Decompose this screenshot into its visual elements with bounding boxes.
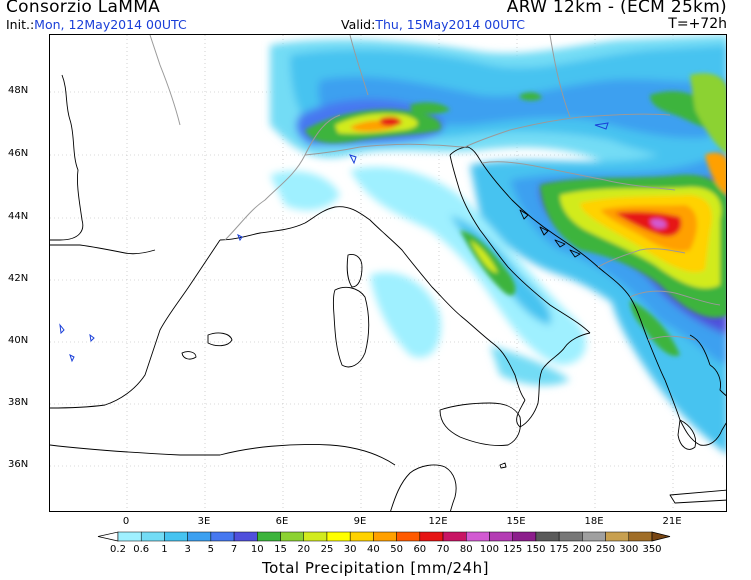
init-value: Mon, 12May2014 00UTC <box>34 17 187 32</box>
lat-label: 44N <box>8 211 29 222</box>
colorbar-tick-label: 0.2 <box>110 544 126 555</box>
colorbar-segment <box>210 531 235 542</box>
colorbar-segment <box>628 531 653 542</box>
valid-time: Valid:Thu, 15May2014 00UTC <box>341 17 525 32</box>
colorbar-tick-label: 200 <box>572 544 592 555</box>
lon-label: 12E <box>428 516 448 527</box>
colorbar-segment <box>117 531 142 542</box>
precipitation-legend: 0.2 0.6 1 3 5 7 10 15 20 25 30 40 50 60 70 80 100 125 150 1… <box>0 530 751 580</box>
colorbar-segment <box>466 531 490 542</box>
model-title: ARW 12km - (ECM 25km) <box>506 0 727 17</box>
lat-label: 40N <box>8 335 29 346</box>
colorbar-tick-label: 175 <box>549 544 569 555</box>
lat-label: 46N <box>8 148 29 159</box>
colorbar-segment <box>373 531 397 542</box>
colorbar-tick-label: 50 <box>390 544 403 555</box>
colorbar-segment <box>280 531 304 542</box>
colorbar-tick-label: 25 <box>320 544 334 555</box>
colorbar-segment <box>326 531 351 542</box>
colorbar-segment <box>97 531 119 542</box>
valid-value: Thu, 15May2014 00UTC <box>375 17 525 32</box>
colorbar-segment <box>651 531 671 542</box>
lon-label: 9E <box>353 516 367 527</box>
lon-label: 15E <box>506 516 526 527</box>
colorbar-segment <box>558 531 583 542</box>
coastlines <box>50 74 726 511</box>
precipitation-field <box>270 35 726 454</box>
init-label: Init.: <box>6 17 35 32</box>
colorbar-segment <box>396 531 421 542</box>
colorbar-tick-label: 80 <box>459 544 473 555</box>
colorbar-tick-label: 300 <box>619 544 639 555</box>
colorbar-segment <box>233 531 258 542</box>
colorbar-tick-label: 60 <box>413 544 427 555</box>
init-time: Init.:Mon, 12May2014 00UTC <box>6 17 187 32</box>
colorbar-segment <box>442 531 467 542</box>
colorbar-tick-label: 150 <box>526 544 546 555</box>
lat-label: 36N <box>8 459 29 470</box>
lon-label: 18E <box>584 516 604 527</box>
country-borders <box>149 35 721 341</box>
lat-label: 42N <box>8 273 29 284</box>
lon-label: 3E <box>197 516 211 527</box>
colorbar-tick-label: 3 <box>184 544 191 555</box>
colorbar-tick-label: 1 <box>161 544 168 555</box>
colorbar-tick-label: 250 <box>596 544 616 555</box>
colorbar-segment <box>187 531 212 542</box>
colorbar-segment <box>535 531 560 542</box>
colorbar-tick-label: 15 <box>274 544 287 555</box>
colorbar-segment <box>582 531 606 542</box>
colorbar-tick-label: 20 <box>297 544 311 555</box>
colorbar-tick-label: 10 <box>250 544 264 555</box>
lon-label: 21E <box>662 516 682 527</box>
colorbar-segment <box>605 531 630 542</box>
colorbar-tick-label: 5 <box>207 544 215 555</box>
colorbar-tick-label: 125 <box>503 544 523 555</box>
colorbar-segment <box>349 531 374 542</box>
colorbar-tick-label: 100 <box>479 544 500 555</box>
colorbar-segment <box>303 531 328 542</box>
colorbar-segment <box>489 531 513 542</box>
valid-label: Valid: <box>341 17 376 32</box>
map-title: Consorzio LaMMA <box>6 0 161 17</box>
colorbar-segment <box>512 531 537 542</box>
map-canvas <box>50 35 726 511</box>
colorbar-tick-label: 350 <box>642 544 662 555</box>
colorbar-segment <box>257 531 281 542</box>
colorbar-tick-label: 30 <box>343 544 357 555</box>
colorbar <box>97 531 671 542</box>
colorbar-segment <box>164 531 188 542</box>
colorbar-tick-label: 40 <box>367 544 380 555</box>
colorbar-tick-label: 7 <box>230 544 238 555</box>
lat-label: 48N <box>8 85 29 96</box>
colorbar-tick-label: 70 <box>436 544 450 555</box>
colorbar-segment <box>140 531 165 542</box>
colorbar-tick-label: 0.6 <box>133 544 150 555</box>
lat-label: 38N <box>8 397 29 408</box>
colorbar-segment <box>419 531 444 542</box>
forecast-step: T=+72h <box>668 16 727 32</box>
legend-title: Total Precipitation [mm/24h] <box>262 559 489 577</box>
precipitation-map <box>49 34 727 512</box>
lon-label: 6E <box>275 516 289 527</box>
lon-label: 0 <box>122 516 130 527</box>
lakes <box>59 122 609 363</box>
